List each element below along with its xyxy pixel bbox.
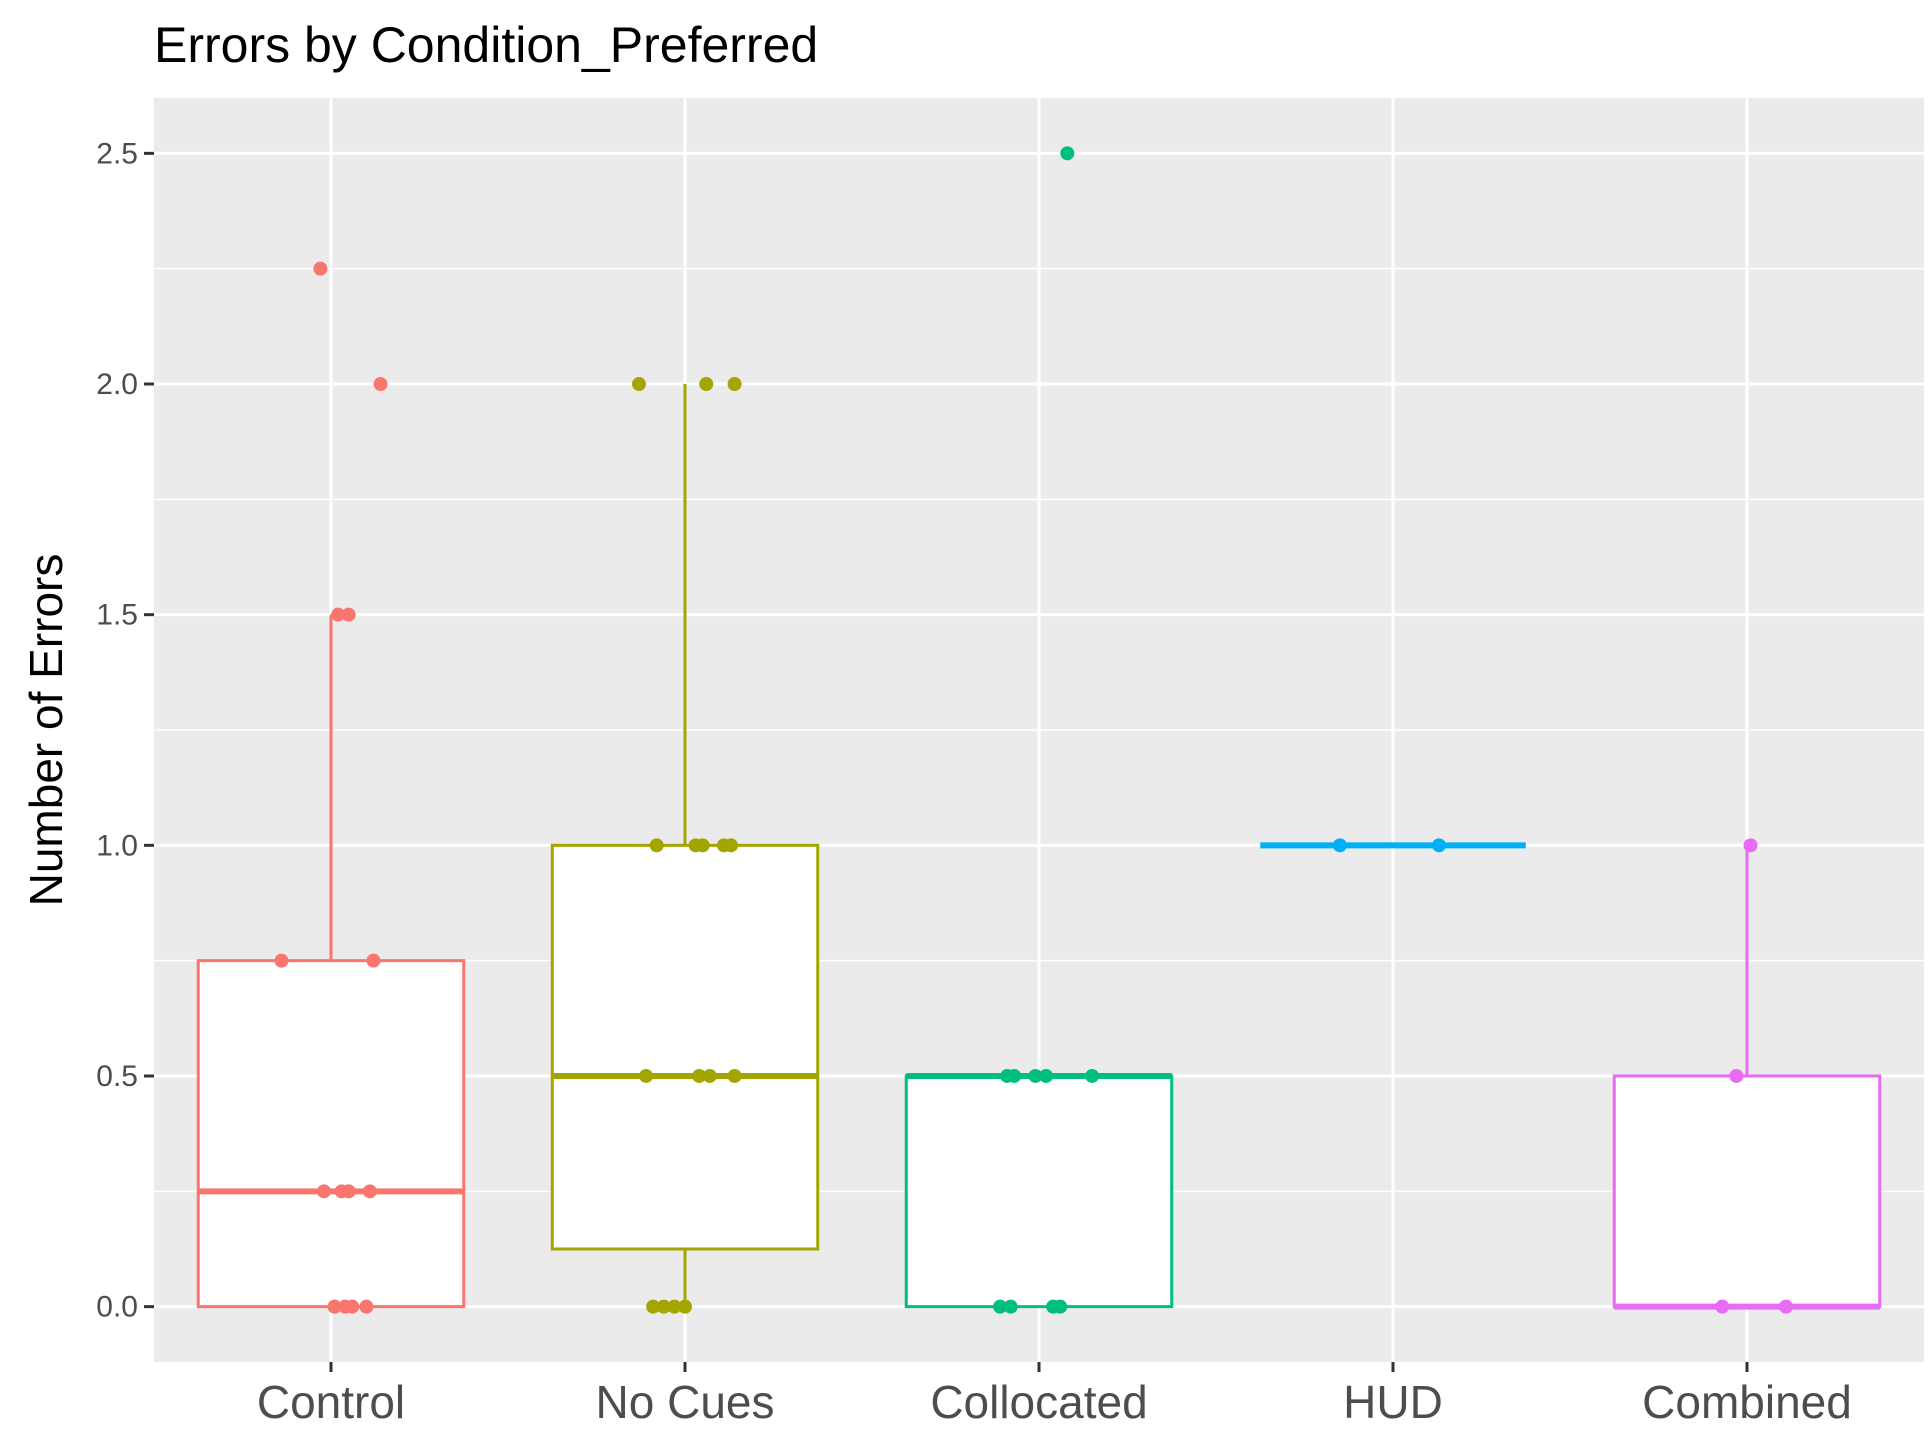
data-point <box>727 377 742 392</box>
data-point <box>699 377 714 392</box>
data-point <box>646 1299 661 1314</box>
data-point <box>1007 1068 1022 1083</box>
y-tick-label: 1.5 <box>96 599 138 632</box>
y-tick-label: 2.0 <box>96 368 138 401</box>
box-body <box>1612 1074 1882 1309</box>
y-tick-label: 0.5 <box>96 1060 138 1093</box>
data-point <box>678 1299 692 1314</box>
x-tick-label: No Cues <box>596 1376 775 1428</box>
x-tick-label: HUD <box>1343 1376 1443 1428</box>
data-point <box>313 261 328 276</box>
box-body <box>904 1074 1174 1309</box>
box-body <box>550 843 820 1251</box>
data-point <box>656 1299 671 1314</box>
data-point <box>1003 1299 1018 1314</box>
data-point <box>1060 146 1075 161</box>
data-point <box>316 1184 331 1199</box>
data-point <box>639 1068 654 1083</box>
data-point <box>702 1068 717 1083</box>
data-point <box>993 1299 1008 1314</box>
data-point <box>1332 838 1347 853</box>
data-point <box>692 1068 707 1083</box>
box-no-cues <box>550 384 820 1307</box>
data-point <box>327 1299 342 1314</box>
data-point <box>341 1184 356 1199</box>
data-point <box>631 377 646 392</box>
data-point <box>274 953 289 968</box>
data-points <box>274 146 1793 1314</box>
y-tick-label: 0.0 <box>96 1291 138 1324</box>
box-body <box>196 959 466 1309</box>
chart-title: Errors by Condition_Preferred <box>154 17 818 73</box>
data-point <box>649 838 664 853</box>
x-tick-label: Collocated <box>930 1376 1147 1428</box>
grid-lines <box>154 98 1924 1362</box>
data-point <box>1715 1299 1730 1314</box>
data-point <box>1039 1068 1054 1083</box>
data-point <box>1729 1068 1744 1083</box>
boxes <box>196 384 1882 1310</box>
x-tick-label: Control <box>257 1376 405 1428</box>
data-point <box>366 953 381 968</box>
box-collocated <box>904 1072 1174 1309</box>
data-point <box>1778 1299 1793 1314</box>
data-point <box>1432 838 1447 853</box>
data-point <box>1053 1299 1068 1314</box>
data-point <box>724 838 739 853</box>
data-point <box>1085 1068 1100 1083</box>
data-point <box>345 1299 360 1314</box>
data-point <box>1743 838 1758 853</box>
data-point <box>695 838 710 853</box>
data-point <box>1028 1068 1043 1083</box>
data-point <box>341 607 356 622</box>
data-point <box>359 1299 374 1314</box>
data-point <box>667 1299 682 1314</box>
x-tick-label: Combined <box>1642 1376 1852 1428</box>
x-axis-ticks: Control No Cues Collocated HUD Combined <box>257 1362 1852 1428</box>
data-point <box>362 1184 377 1199</box>
data-point <box>331 607 346 622</box>
data-point <box>727 1068 742 1083</box>
box-combined <box>1612 845 1882 1310</box>
y-tick-label: 2.5 <box>96 137 138 170</box>
y-tick-label: 1.0 <box>96 829 138 862</box>
box-control <box>196 614 466 1309</box>
y-axis-label: Number of Errors <box>20 554 72 907</box>
y-axis-ticks: 0.0 0.5 1.0 1.5 2.0 2.5 <box>96 137 154 1324</box>
data-point <box>373 377 388 392</box>
